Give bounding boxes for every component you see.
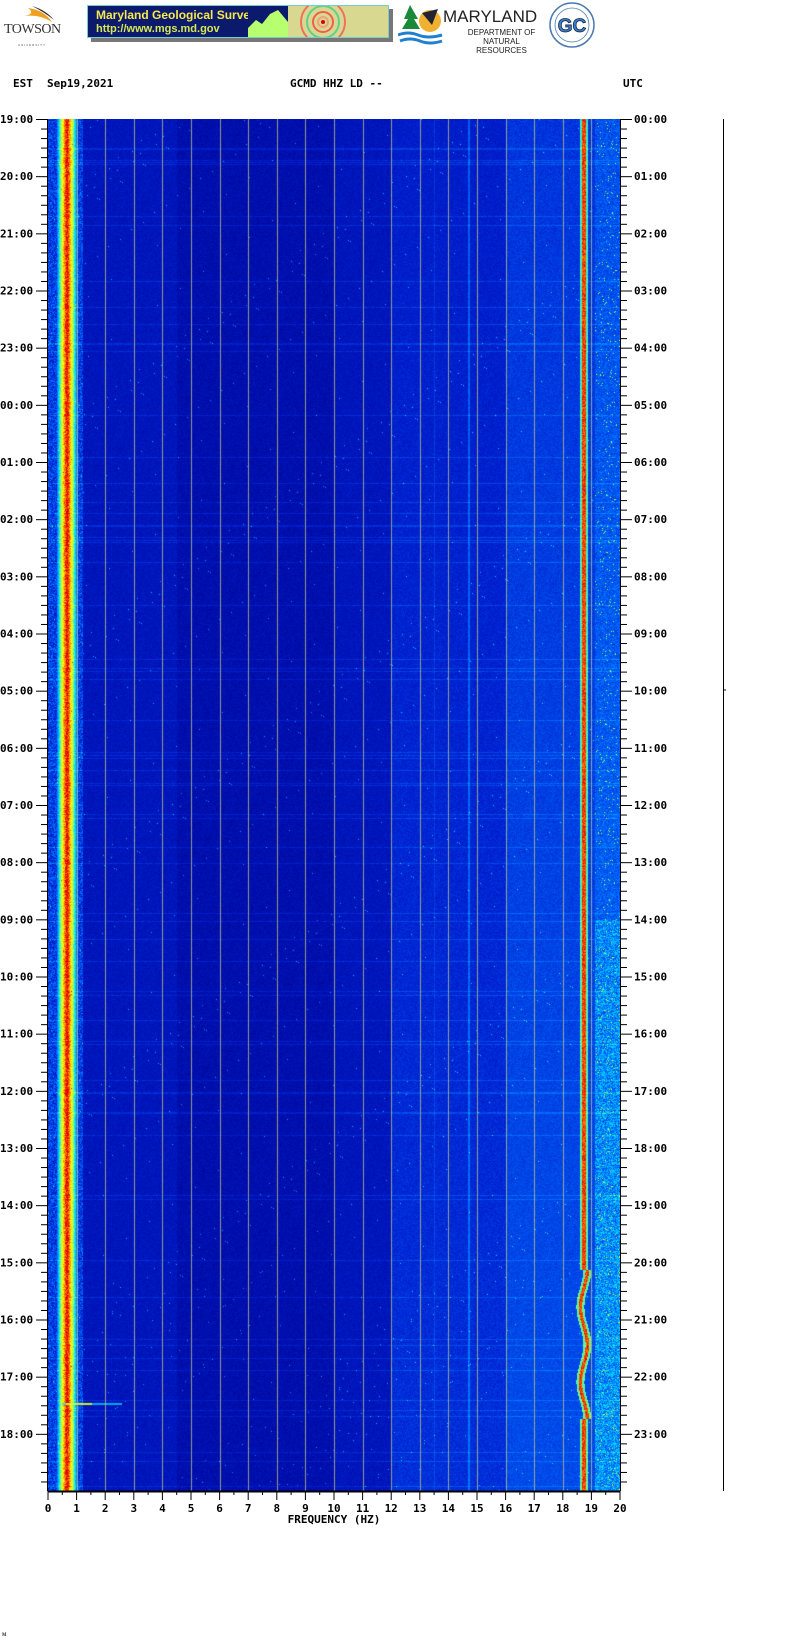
- y-right-tick-label: 15:00: [634, 971, 667, 984]
- y-left-tick-label: 15:00: [0, 1256, 33, 1269]
- y-left-tick-label: 11:00: [0, 1028, 33, 1041]
- y-right-tick-label: 01:00: [634, 170, 667, 183]
- x-tick-label: 4: [159, 1502, 166, 1515]
- x-tick-label: 19: [585, 1502, 598, 1515]
- x-tick-label: 8: [273, 1502, 280, 1515]
- y-left-tick-label: 02:00: [0, 513, 33, 526]
- x-tick-label: 12: [385, 1502, 398, 1515]
- y-left-tick-label: 04:00: [0, 628, 33, 641]
- y-right-tick-label: 05:00: [634, 399, 667, 412]
- y-left-tick-label: 01:00: [0, 456, 33, 469]
- y-left-tick-label: 08:00: [0, 856, 33, 869]
- y-right-tick-label: 23:00: [634, 1428, 667, 1441]
- svg-text:GC: GC: [558, 16, 587, 37]
- seismic-graphic-icon: [248, 6, 388, 37]
- right-timezone: UTC: [623, 77, 643, 90]
- x-tick-label: 7: [245, 1502, 252, 1515]
- x-tick-label: 1: [73, 1502, 80, 1515]
- y-left-tick-label: 12:00: [0, 1085, 33, 1098]
- y-right-tick-label: 06:00: [634, 456, 667, 469]
- y-left-tick-label: 22:00: [0, 285, 33, 298]
- garrett-college-logo: GC: [549, 2, 595, 48]
- y-right-tick-label: 07:00: [634, 513, 667, 526]
- x-tick-label: 2: [102, 1502, 109, 1515]
- y-left-tick-label: 06:00: [0, 742, 33, 755]
- y-right-tick-label: 12:00: [634, 799, 667, 812]
- y-right-tick-label: 02:00: [634, 227, 667, 240]
- y-right-tick-label: 20:00: [634, 1256, 667, 1269]
- y-left-tick-label: 21:00: [0, 227, 33, 240]
- y-right-tick-label: 19:00: [634, 1199, 667, 1212]
- y-right-tick-label: 22:00: [634, 1371, 667, 1384]
- y-left-tick-label: 17:00: [0, 1371, 33, 1384]
- y-right-tick-label: 09:00: [634, 628, 667, 641]
- y-left-tick-label: 23:00: [0, 342, 33, 355]
- x-tick-label: 20: [613, 1502, 626, 1515]
- y-right-tick-label: 14:00: [634, 913, 667, 926]
- x-tick-label: 11: [356, 1502, 370, 1515]
- footer-mark: ᴍ: [2, 1630, 7, 1638]
- x-tick-label: 6: [216, 1502, 223, 1515]
- x-tick-label: 18: [556, 1502, 569, 1515]
- tree-water-icon: [398, 5, 443, 45]
- y-right-tick-label: 13:00: [634, 856, 667, 869]
- x-tick-label: 5: [188, 1502, 195, 1515]
- y-right-tick-label: 18:00: [634, 1142, 667, 1155]
- y-right-tick-label: 00:00: [634, 113, 667, 126]
- y-right-tick-label: 03:00: [634, 285, 667, 298]
- spectrogram-heatmap: [48, 119, 620, 1491]
- y-left-tick-label: 00:00: [0, 399, 33, 412]
- towson-logo: TOWSON UNIVERSITY: [4, 6, 70, 47]
- x-tick-label: 13: [413, 1502, 426, 1515]
- y-left-tick-label: 13:00: [0, 1142, 33, 1155]
- y-right-tick-label: 04:00: [634, 342, 667, 355]
- y-left-tick-label: 09:00: [0, 913, 33, 926]
- x-tick-label: 0: [45, 1502, 52, 1515]
- x-axis-label: FREQUENCY (HZ): [288, 1513, 381, 1526]
- date-label: Sep19,2021: [47, 77, 114, 90]
- y-left-tick-label: 18:00: [0, 1428, 33, 1441]
- y-right-tick-label: 11:00: [634, 742, 667, 755]
- station-label: GCMD HHZ LD --: [290, 77, 383, 90]
- x-tick-label: 10: [327, 1502, 340, 1515]
- towson-swoosh-icon: [24, 6, 54, 22]
- y-right-tick-label: 08:00: [634, 570, 667, 583]
- x-tick-label: 17: [528, 1502, 541, 1515]
- y-left-tick-label: 19:00: [0, 113, 33, 126]
- y-left-tick-label: 20:00: [0, 170, 33, 183]
- y-left-tick-label: 03:00: [0, 570, 33, 583]
- y-right-tick-label: 21:00: [634, 1314, 667, 1327]
- x-tick-label: 9: [302, 1502, 309, 1515]
- mgs-banner-link[interactable]: Maryland Geological Survey http://www.mg…: [87, 5, 389, 38]
- y-left-tick-label: 14:00: [0, 1199, 33, 1212]
- y-left-tick-label: 16:00: [0, 1314, 33, 1327]
- y-left-tick-label: 07:00: [0, 799, 33, 812]
- y-left-tick-label: 05:00: [0, 685, 33, 698]
- x-tick-label: 16: [499, 1502, 513, 1515]
- y-left-tick-label: 10:00: [0, 971, 33, 984]
- x-tick-label: 15: [470, 1502, 483, 1515]
- y-right-tick-label: 16:00: [634, 1028, 667, 1041]
- left-timezone: EST: [13, 77, 33, 90]
- y-right-tick-label: 10:00: [634, 685, 667, 698]
- x-tick-label: 14: [442, 1502, 456, 1515]
- y-right-tick-label: 17:00: [634, 1085, 667, 1098]
- x-tick-label: 3: [130, 1502, 137, 1515]
- dnr-logo: MARYLAND DEPARTMENT OF NATURAL RESOURCES: [398, 3, 543, 55]
